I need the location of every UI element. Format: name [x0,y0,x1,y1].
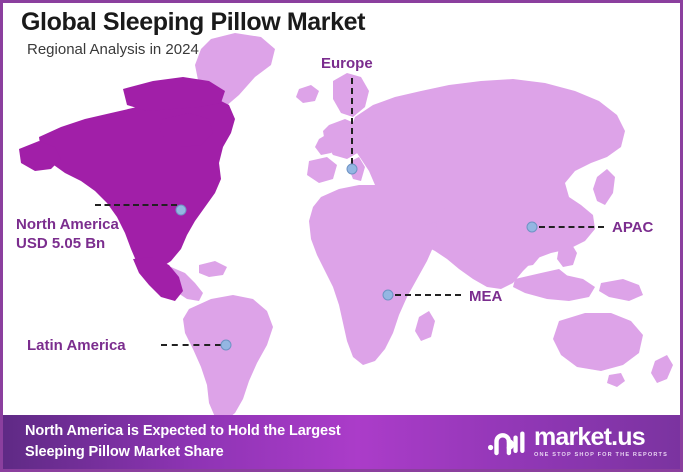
region-label-mea: MEA [469,288,503,305]
map-marker-latin-america[interactable] [220,339,232,351]
region-british-isles [315,133,335,155]
market-us-logo-word: market.us [533,423,646,452]
market-us-logo-tagline: ONE STOP SHOP FOR THE REPORTS [533,452,668,459]
region-iberia [307,157,337,183]
region-hudson-bay-area [159,113,213,147]
leader-line-apac [539,226,604,228]
leader-line-latin-america [161,344,221,346]
region-label-north-america-value: USD 5.05 Bn [16,234,106,252]
region-label-latin-america: Latin America [27,337,126,354]
region-africa [309,185,437,365]
region-western-europe [323,119,367,159]
region-australia [553,313,643,371]
region-alaska [19,141,61,171]
header: Global Sleeping Pillow Market Regional A… [21,8,366,58]
region-philippines [557,243,577,267]
page-subtitle: Regional Analysis in 2024 [27,40,199,58]
market-us-logo[interactable]: market.us ONE STOP SHOP FOR THE REPORTS [487,425,668,459]
region-label-north-america-name: North America [16,216,119,233]
region-new-guinea [599,279,643,301]
market-us-logo-text: market.us ONE STOP SHOP FOR THE REPORTS [534,425,668,459]
world-map [3,21,680,421]
region-indochina [507,231,543,267]
map-marker-mea[interactable] [382,289,394,301]
map-marker-north-america[interactable] [175,204,187,216]
region-mexico [133,257,183,301]
market-us-logo-icon [487,431,525,456]
page-title: Global Sleeping Pillow Market [21,8,366,36]
region-new-zealand [651,355,673,383]
bottom-banner: North America is Expected to Hold the La… [3,415,680,469]
region-india [461,213,501,263]
banner-headline-line1: North America is Expected to Hold the La… [25,422,341,439]
map-marker-europe[interactable] [346,163,358,175]
map-marker-apac[interactable] [526,221,538,233]
leader-line-north-america [95,204,177,206]
region-caribbean [199,261,227,277]
map-highlighted-region-north-america [19,77,235,301]
map-base-regions [153,33,673,421]
region-label-apac: APAC [612,219,654,236]
leader-line-mea [395,294,461,296]
region-south-america [183,295,273,421]
region-borneo [537,269,569,291]
region-middle-east [403,187,445,225]
banner-headline: North America is Expected to Hold the La… [25,421,341,463]
region-iceland [296,85,319,103]
region-label-north-america: North America USD 5.05 Bn [16,216,119,254]
region-madagascar [415,311,435,341]
region-japan [593,169,615,205]
leader-line-europe [351,78,353,164]
banner-headline-line2: Sleeping Pillow Market Share [25,444,224,460]
region-label-europe: Europe [321,55,373,72]
region-tasmania [607,373,625,387]
world-map-svg [19,33,673,421]
region-canada-arctic [123,77,225,111]
